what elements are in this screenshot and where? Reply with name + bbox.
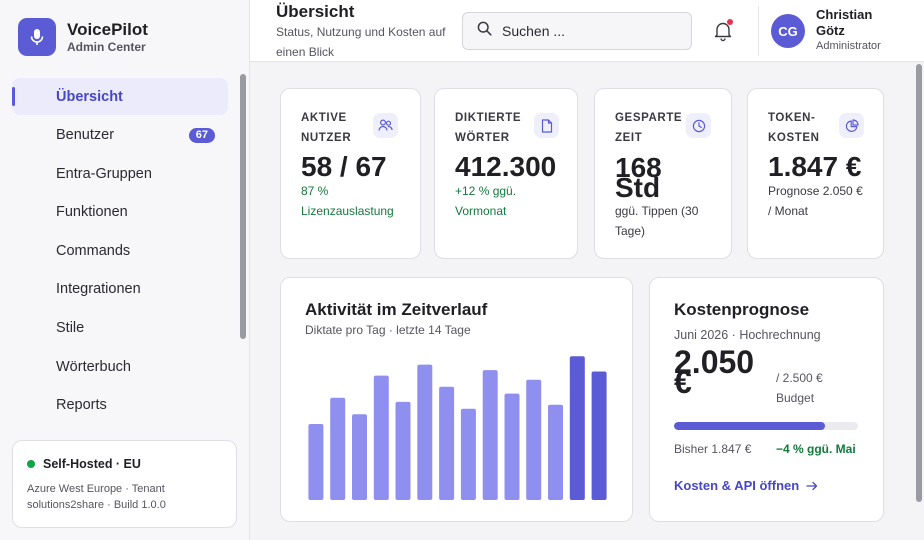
cost-forecast-card: Kostenprognose Juni 2026 · Hochrechnung … (649, 277, 884, 522)
bell-icon[interactable] (712, 19, 734, 42)
kpi-note: ggü. Tippen (30 Tage) (615, 204, 699, 238)
cost-period: Juni 2026 · Hochrechnung (674, 328, 821, 342)
kpi-card-saved-time: GESPARTE ZEIT 168 Std ggü. Tippen (30 Ta… (594, 88, 732, 259)
search-input[interactable] (502, 23, 682, 39)
activity-chart-card: Aktivität im Zeitverlauf Diktate pro Tag… (280, 277, 633, 522)
brand-title: VoicePilot (67, 20, 148, 39)
kpi-value: 168 Std (615, 152, 662, 203)
cost-value: 2.050 € (674, 344, 755, 400)
chart-bar-7 (439, 386, 455, 500)
cost-so-far: Bisher 1.847 € (674, 442, 752, 456)
hosting-info-card: Self-Hosted · EU Azure West Europe · Ten… (12, 440, 237, 528)
kpi-note: +12 % ggü. Vormonat (455, 184, 517, 218)
host-description: Azure West Europe · Tenant solutions2sha… (27, 483, 166, 511)
kpi-label: GESPARTE ZEIT (615, 112, 683, 144)
pie-chart-icon (839, 113, 864, 138)
budget-progress-bar (674, 422, 858, 430)
page-subtitle: Status, Nutzung und Kosten auf einen Bli… (276, 25, 446, 59)
sidebar-item-entra-gruppen[interactable]: Entra-Gruppen (12, 155, 228, 192)
kpi-value: 1.847 € (768, 151, 862, 182)
brand-subtitle: Admin Center (67, 40, 146, 54)
chart-bar-4 (373, 375, 389, 500)
host-title: Self-Hosted · EU (43, 457, 141, 471)
kpi-value: 58 / 67 (301, 151, 387, 182)
search-box[interactable] (462, 12, 692, 50)
chart-bar-11 (526, 379, 542, 500)
kpi-card-token-costs: TOKEN-KOSTEN 1.847 € Prognose 2.050 € / … (747, 88, 884, 259)
cost-delta: −4 % ggü. Mai (776, 442, 856, 456)
sidebar-nav: Übersicht Benutzer 67 Entra-Gruppen Funkt… (12, 78, 228, 425)
progress-fill (674, 422, 825, 430)
sidebar-item-woerterbuch[interactable]: Wörterbuch (12, 348, 228, 385)
users-icon (373, 113, 398, 138)
chart-bar-13 (569, 356, 585, 500)
activity-bar-chart (308, 356, 607, 500)
document-icon (534, 113, 559, 138)
chart-bar-6 (417, 364, 433, 500)
kpi-label: DIKTIERTE WÖRTER (455, 112, 522, 144)
chart-bar-2 (330, 397, 346, 500)
chart-bar-3 (352, 414, 367, 500)
sidebar-item-stile[interactable]: Stile (12, 310, 228, 347)
sidebar-item-uebersicht[interactable]: Übersicht (12, 78, 228, 115)
chart-bar-9 (482, 370, 498, 500)
brand[interactable]: VoicePilot Admin Center (18, 18, 148, 56)
kpi-note: 87 % Lizenzauslastung (301, 184, 394, 218)
search-icon (477, 21, 492, 41)
sidebar-item-integrationen[interactable]: Integrationen (12, 271, 228, 308)
kpi-card-active-users: AKTIVE NUTZER 58 / 67 87 % Lizenzauslast… (280, 88, 421, 259)
notification-dot (727, 19, 733, 25)
kpi-note: Prognose 2.050 € / Monat (768, 184, 863, 218)
costs-api-link[interactable]: Kosten & API öffnen (674, 478, 818, 493)
page-title: Übersicht (276, 2, 355, 21)
chart-bar-12 (548, 404, 563, 500)
sidebar-item-label: Funktionen (56, 204, 128, 221)
sidebar-item-label: Entra-Gruppen (56, 165, 152, 182)
arrow-right-icon (806, 481, 818, 491)
cost-title: Kostenprognose (674, 300, 810, 319)
chart-title: Aktivität im Zeitverlauf (305, 300, 488, 319)
avatar[interactable]: CG (771, 14, 805, 48)
kpi-label: AKTIVE NUTZER (301, 112, 352, 144)
main-scrollbar[interactable] (916, 64, 922, 502)
count-badge: 67 (188, 127, 215, 143)
link-label: Kosten & API öffnen (674, 478, 800, 493)
sidebar: VoicePilot Admin Center Übersicht Benutz… (0, 0, 250, 540)
sidebar-item-label: Integrationen (56, 281, 141, 298)
sidebar-item-funktionen[interactable]: Funktionen (12, 194, 228, 231)
chart-bar-5 (395, 401, 411, 500)
user-name[interactable]: Christian Götz (816, 7, 873, 38)
sidebar-item-benutzer[interactable]: Benutzer 67 (12, 117, 228, 154)
user-role: Administrator (816, 40, 881, 52)
sidebar-item-reports[interactable]: Reports (12, 387, 228, 424)
sidebar-item-commands[interactable]: Commands (12, 232, 228, 269)
chart-bar-8 (460, 408, 476, 500)
clock-icon (686, 113, 711, 138)
kpi-label: TOKEN-KOSTEN (768, 112, 820, 144)
sidebar-item-label: Commands (56, 242, 131, 259)
top-header: Übersicht Status, Nutzung und Kosten auf… (250, 0, 924, 62)
microphone-icon (18, 18, 56, 56)
sidebar-item-label: Stile (56, 320, 85, 337)
chart-subtitle: Diktate pro Tag · letzte 14 Tage (305, 323, 471, 337)
sidebar-item-label: Reports (56, 397, 107, 414)
chart-bar-10 (504, 393, 520, 500)
divider (758, 6, 759, 56)
chart-bar-1 (308, 424, 324, 500)
kpi-card-dictated-words: DIKTIERTE WÖRTER 412.300 +12 % ggü. Vorm… (434, 88, 578, 259)
kpi-value: 412.300 (455, 151, 557, 182)
chart-bar-14 (591, 371, 607, 500)
sidebar-item-label: Übersicht (56, 88, 123, 105)
sidebar-item-label: Wörterbuch (56, 358, 131, 375)
cost-budget: / 2.500 € Budget (776, 371, 823, 405)
sidebar-scrollbar[interactable] (240, 74, 246, 339)
sidebar-item-label: Benutzer (56, 127, 115, 144)
status-dot (27, 460, 35, 468)
